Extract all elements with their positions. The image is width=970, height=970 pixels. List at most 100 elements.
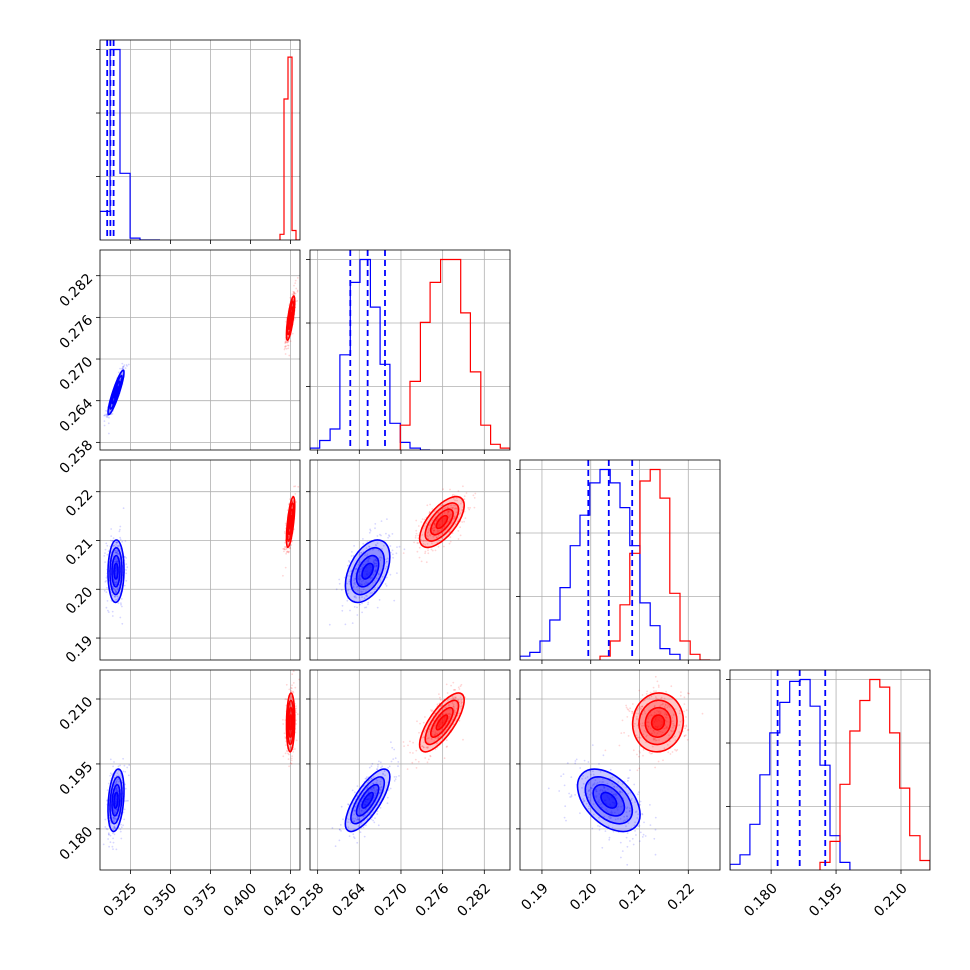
scatter-point [363, 561, 366, 563]
scatter-point [106, 828, 109, 831]
scatter-point [350, 570, 353, 573]
scatter-point [291, 500, 294, 502]
scatter-point [292, 299, 295, 302]
scatter-point [615, 797, 618, 799]
scatter-point [340, 830, 342, 832]
scatter-point [289, 730, 291, 733]
scatter-point [292, 298, 295, 301]
scatter-point [377, 766, 379, 768]
scatter-point [664, 716, 667, 719]
scatter-point [447, 511, 449, 514]
scatter-point [599, 789, 602, 792]
scatter-point [117, 781, 120, 783]
scatter-point [623, 815, 625, 818]
scatter-point [112, 585, 114, 588]
scatter-point [296, 713, 299, 716]
scatter-point [664, 712, 667, 714]
scatter-point [436, 703, 439, 706]
scatter-point [114, 551, 117, 554]
scatter-point [379, 559, 382, 562]
scatter-point [370, 778, 373, 780]
scatter-point [669, 740, 671, 742]
scatter-point [641, 705, 644, 708]
scatter-point [419, 722, 421, 725]
scatter-point [621, 791, 624, 794]
scatter-point [375, 577, 378, 580]
scatter-point [353, 582, 356, 585]
scatter-point [632, 749, 635, 752]
scatter-point [409, 740, 411, 743]
scatter-point [291, 684, 293, 687]
scatter-point [438, 529, 441, 532]
scatter-point [354, 817, 357, 820]
scatter-point [674, 735, 676, 738]
scatter-point [654, 696, 657, 698]
scatter-point [123, 818, 126, 821]
scatter-point [358, 818, 360, 821]
scatter-point [407, 744, 409, 747]
scatter-point [638, 767, 641, 770]
scatter-point [365, 590, 367, 592]
scatter-point [114, 827, 116, 829]
scatter-point [361, 611, 363, 614]
scatter-point [448, 712, 451, 715]
scatter-point [447, 516, 450, 519]
contour-series-1-level-3 [288, 514, 293, 530]
scatter-point [107, 782, 110, 785]
scatter-point [427, 737, 429, 740]
scatter-point [116, 790, 118, 792]
contour-series-0-level-1 [350, 776, 386, 825]
scatter-point [104, 561, 106, 563]
scatter-point [105, 827, 108, 830]
scatter-point [376, 810, 379, 812]
scatter-point [610, 791, 613, 793]
scatter-point [287, 551, 290, 553]
scatter-point [120, 776, 122, 778]
scatter-point [112, 816, 115, 819]
scatter-point [331, 827, 334, 829]
x-tick-label-p0: 0.375 [180, 880, 220, 920]
scatter-point [359, 568, 362, 571]
scatter-point [461, 701, 463, 704]
scatter-point [425, 534, 428, 537]
scatter-point [459, 512, 462, 514]
scatter-point [579, 812, 581, 815]
scatter-point [290, 703, 292, 706]
scatter-point [639, 708, 642, 710]
scatter-point [643, 699, 646, 702]
y-tick-label-p1: 0.264 [57, 396, 97, 436]
scatter-point [352, 586, 355, 589]
scatter-point [641, 722, 644, 725]
scatter-point [338, 839, 341, 842]
scatter-point [359, 578, 361, 580]
scatter-point [116, 560, 119, 562]
scatter-point [688, 692, 690, 695]
scatter-point [685, 716, 687, 718]
scatter-point [356, 818, 359, 820]
scatter-point [437, 530, 440, 533]
scatter-point [654, 816, 657, 819]
y-tick-label-p3: 0.180 [57, 824, 97, 864]
scatter-point [609, 768, 612, 771]
scatter-point [415, 749, 418, 752]
scatter-point [448, 717, 451, 719]
scatter-point [285, 345, 287, 347]
panel-frame [309, 459, 511, 661]
scatter-point [449, 518, 451, 520]
scatter-point [360, 801, 363, 803]
scatter-point [622, 820, 625, 823]
scatter-point [584, 777, 587, 780]
scatter-point [374, 543, 377, 546]
scatter-point [284, 541, 286, 544]
scatter-point [574, 794, 576, 796]
scatter-point [664, 719, 667, 722]
scatter-point [113, 544, 115, 547]
scatter-point [595, 796, 598, 799]
contour-series-0-level-0 [107, 539, 125, 604]
scatter-point [125, 364, 128, 366]
scatter-point [412, 741, 414, 744]
scatter-point [114, 560, 116, 563]
scatter-point [350, 555, 353, 557]
scatter-point [104, 826, 107, 828]
